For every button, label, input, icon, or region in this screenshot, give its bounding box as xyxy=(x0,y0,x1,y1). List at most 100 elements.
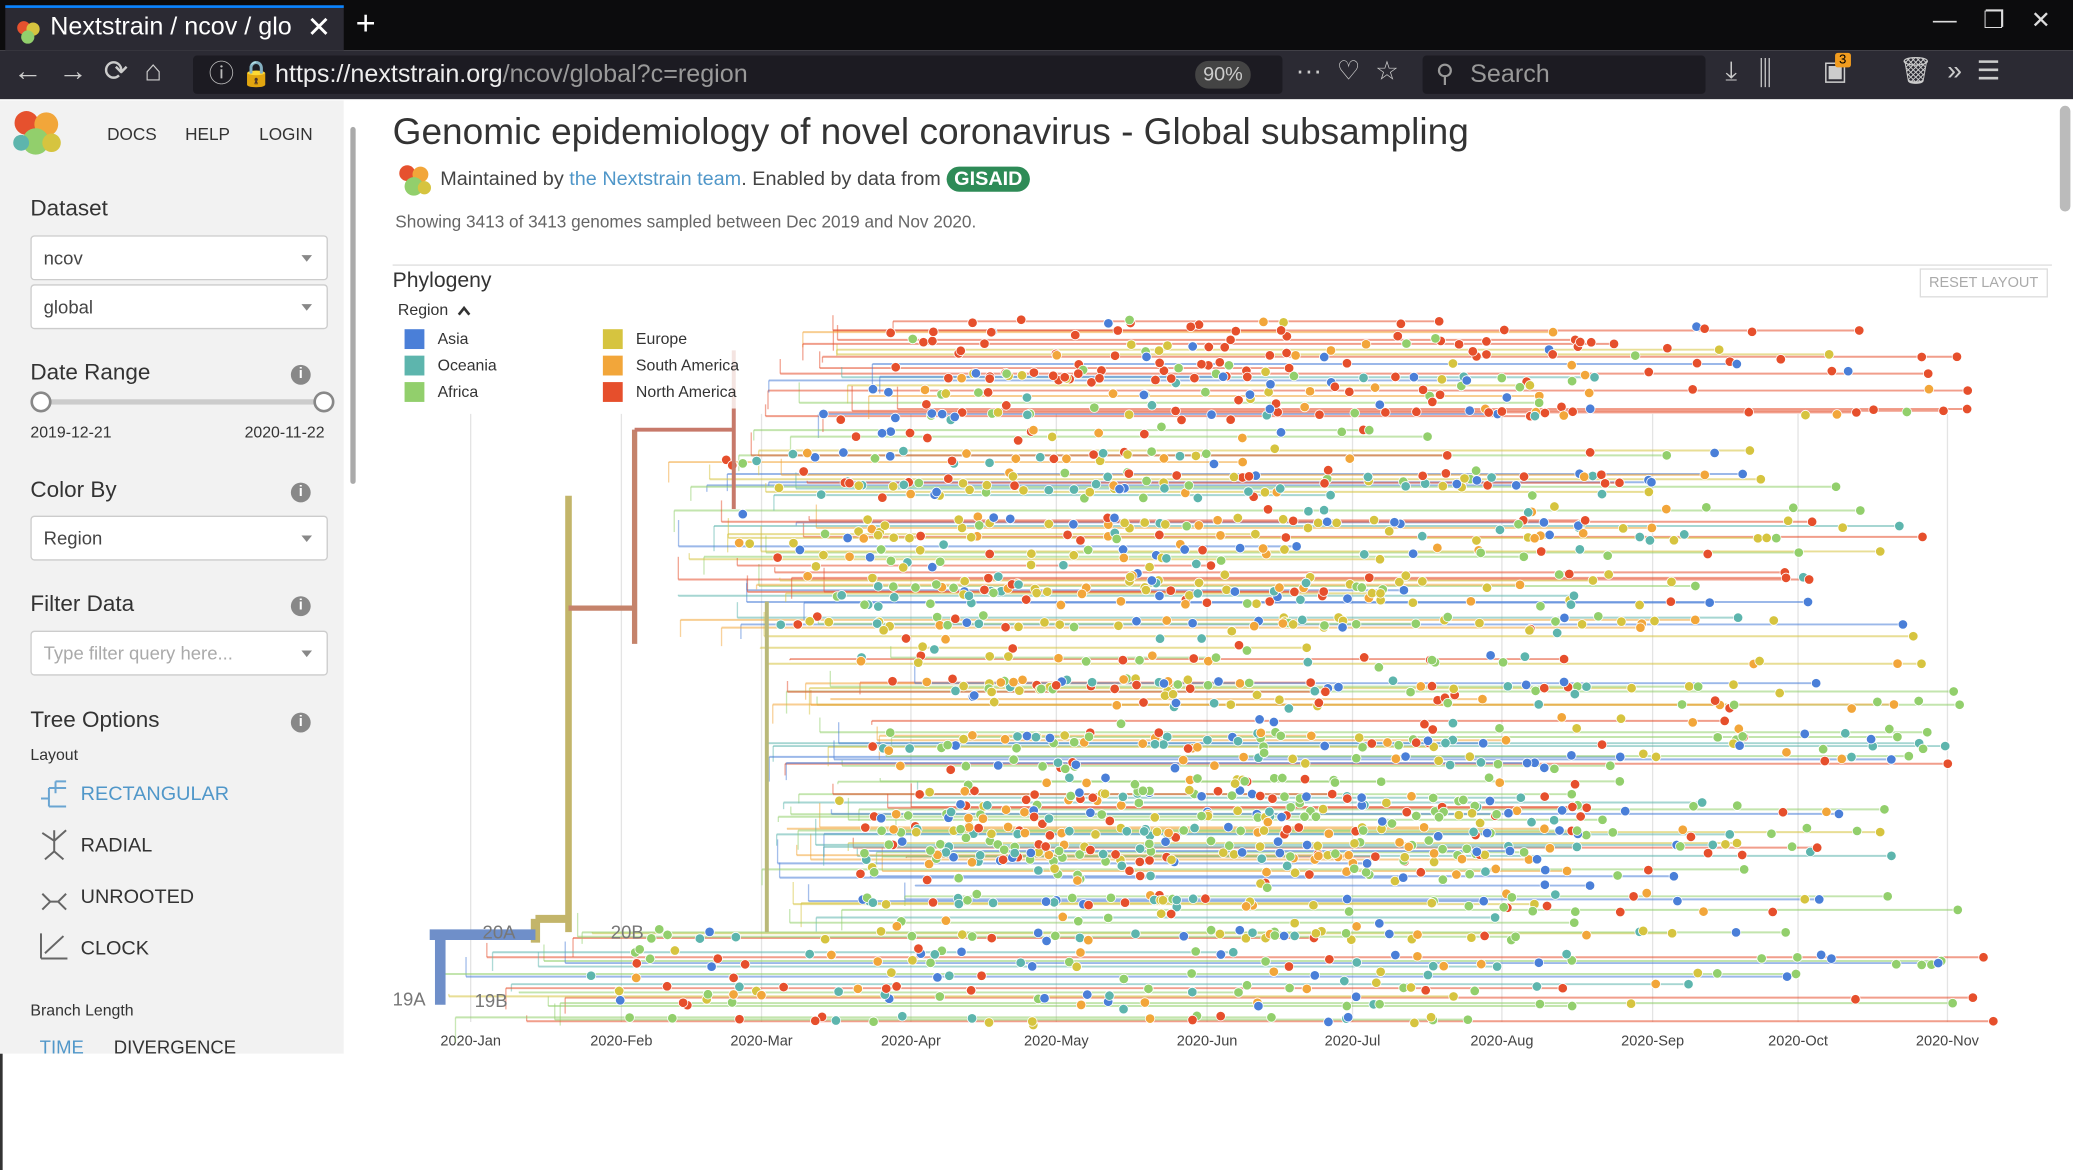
tip xyxy=(1234,395,1244,405)
select[interactable]: Region xyxy=(30,516,327,561)
new-tab[interactable]: + xyxy=(356,3,376,44)
tip xyxy=(853,984,863,994)
select[interactable]: ncov xyxy=(30,235,327,280)
nav-buttons[interactable]: ← → ⟳ ⌂ xyxy=(13,54,162,88)
info-icon[interactable]: i xyxy=(291,713,311,733)
page-actions[interactable]: ··· ♡ ☆ xyxy=(1296,54,1399,87)
slider-handle[interactable] xyxy=(30,391,51,412)
tip xyxy=(1794,548,1804,558)
tip xyxy=(1028,1017,1038,1027)
tip xyxy=(987,829,997,839)
tip xyxy=(1255,715,1265,725)
toolbar-icons[interactable]: ⤓ ⫼ ▣ 🗑 » ☰ xyxy=(1725,54,2000,87)
tip xyxy=(1426,1012,1436,1022)
reset-button[interactable]: RESET LAYOUT xyxy=(1920,268,2048,297)
tip xyxy=(662,982,672,992)
tip xyxy=(1155,358,1165,368)
tip xyxy=(1239,752,1249,762)
filter-input[interactable]: Type filter query here... xyxy=(30,631,327,676)
tip xyxy=(1500,325,1510,335)
search-placeholder: Search xyxy=(1470,56,1550,94)
clade-label: 20A xyxy=(483,921,517,942)
tip xyxy=(1062,454,1072,464)
info-icon[interactable]: i xyxy=(291,596,311,616)
tip xyxy=(985,374,995,384)
tip xyxy=(1887,851,1897,861)
layout-option[interactable]: RECTANGULAR xyxy=(81,783,229,805)
tip xyxy=(1076,536,1086,546)
tip xyxy=(1410,1018,1420,1028)
window-controls[interactable]: — ❐ ✕ xyxy=(1933,7,2051,35)
slider-handle[interactable] xyxy=(313,391,334,412)
tip xyxy=(961,761,971,771)
tip xyxy=(1059,560,1069,570)
tip xyxy=(989,513,999,523)
select[interactable]: global xyxy=(30,284,327,329)
tip xyxy=(735,1014,745,1024)
tip xyxy=(1854,326,1864,336)
tip xyxy=(1521,680,1531,690)
layout-option[interactable]: CLOCK xyxy=(81,937,149,959)
browser-tab[interactable]: Nextstrain / ncov / glo ✕ xyxy=(5,5,343,50)
nav-link[interactable]: HELP xyxy=(185,124,230,144)
tip xyxy=(1235,925,1245,935)
sidebar-toggle[interactable] xyxy=(346,108,359,494)
tip xyxy=(984,1018,994,1028)
tip xyxy=(811,562,821,572)
tip xyxy=(615,996,625,1006)
info-icon[interactable]: i xyxy=(291,483,311,503)
tip xyxy=(1371,852,1381,862)
tip xyxy=(1534,398,1544,408)
tip xyxy=(1017,371,1027,381)
tip xyxy=(1801,410,1811,420)
tip xyxy=(882,984,892,994)
tip xyxy=(1280,545,1290,555)
tip xyxy=(1343,1012,1353,1022)
tip xyxy=(891,362,901,372)
tip xyxy=(1909,631,1919,641)
tip xyxy=(1256,728,1266,738)
tip xyxy=(965,485,975,495)
tip xyxy=(1465,752,1475,762)
tip xyxy=(1962,404,1972,414)
tip xyxy=(1213,786,1223,796)
tip xyxy=(1054,846,1064,856)
tip xyxy=(1041,897,1051,907)
gisaid-logo[interactable]: GISAID xyxy=(946,167,1030,192)
tip xyxy=(1515,382,1525,392)
tip xyxy=(1172,471,1182,481)
search-box[interactable]: ⚲Search xyxy=(1423,56,1706,94)
tip xyxy=(1502,393,1512,403)
tip xyxy=(1417,531,1427,541)
tip xyxy=(1465,869,1475,879)
tab-close[interactable]: ✕ xyxy=(307,11,331,45)
tip xyxy=(1507,893,1517,903)
tip xyxy=(1376,967,1386,977)
logo[interactable] xyxy=(8,106,66,164)
tip xyxy=(1588,576,1598,586)
tip xyxy=(1260,488,1270,498)
tip xyxy=(1438,844,1448,854)
tip xyxy=(845,552,855,562)
tip xyxy=(876,927,886,937)
tip xyxy=(1251,529,1261,539)
info-icon[interactable]: i xyxy=(291,365,311,385)
tip xyxy=(1843,366,1853,376)
tab-title: Nextstrain / ncov / glo xyxy=(50,13,292,42)
maintainer-link[interactable]: the Nextstrain team xyxy=(569,168,741,190)
tip xyxy=(1027,549,1037,559)
tip xyxy=(1837,754,1847,764)
nav-link[interactable]: LOGIN xyxy=(259,124,313,144)
tip xyxy=(1427,898,1437,908)
nav-link[interactable]: DOCS xyxy=(107,124,157,144)
layout-option[interactable]: UNROOTED xyxy=(81,886,194,908)
tip xyxy=(1411,619,1421,629)
url-bar[interactable]: ⓘ 🔒 https://nextstrain.org/ncov/global?c… xyxy=(193,56,1282,94)
zoom[interactable]: 90% xyxy=(1195,61,1251,89)
tip xyxy=(1354,733,1364,743)
tip xyxy=(1151,375,1161,385)
tip xyxy=(1651,752,1661,762)
layout-option[interactable]: RADIAL xyxy=(81,834,153,856)
tip xyxy=(1275,484,1285,494)
tip xyxy=(962,618,972,628)
